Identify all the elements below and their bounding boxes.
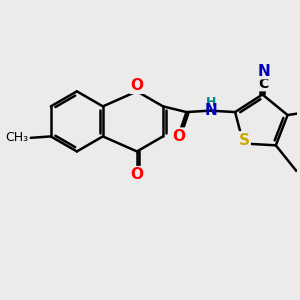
Text: H: H xyxy=(206,96,216,110)
Text: O: O xyxy=(172,129,185,144)
Text: O: O xyxy=(130,167,143,182)
Text: C: C xyxy=(258,77,268,91)
Text: S: S xyxy=(238,133,249,148)
Text: CH₃: CH₃ xyxy=(5,131,28,144)
Text: N: N xyxy=(257,64,270,79)
Text: N: N xyxy=(204,103,217,118)
Text: O: O xyxy=(130,77,143,92)
